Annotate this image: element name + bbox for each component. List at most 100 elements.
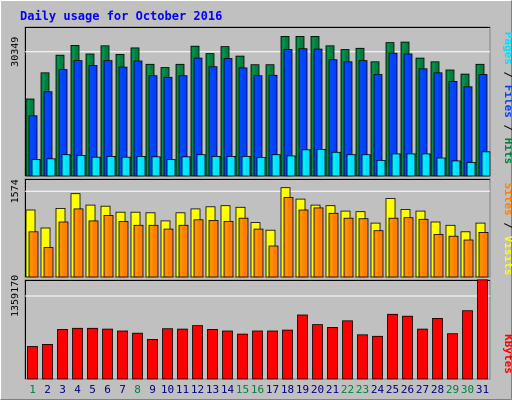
bar-sites-day-19	[298, 209, 309, 278]
bar-highlight-hits-day-15	[237, 57, 240, 175]
bar-highlight-sites-day-25	[390, 219, 393, 276]
panels-layer: 30349 1574 1359170	[10, 26, 491, 380]
bar-pages-day-1	[31, 159, 41, 177]
legend-visits-label: Visits	[502, 236, 512, 276]
day-label-9: 9	[149, 383, 156, 396]
bar-pages-day-7	[121, 156, 131, 177]
bar-sites-day-21	[328, 212, 339, 278]
bar-sites-day-20	[313, 207, 324, 278]
bar-pages-day-9	[151, 156, 161, 177]
bar-sites-day-2	[43, 247, 54, 278]
bar-highlight-files-day-3	[60, 70, 63, 175]
bar-sites-day-25	[388, 217, 399, 278]
bar-highlight-hits-day-9	[147, 65, 150, 176]
day-label-30: 30	[461, 383, 474, 396]
day-label-12: 12	[191, 383, 204, 396]
bar-highlight-pages-day-2	[48, 159, 51, 175]
bar-sites-day-27	[418, 218, 429, 278]
bar-highlight-sites-day-11	[180, 226, 183, 276]
bar-highlight-kbytes-day-26	[404, 317, 406, 378]
bar-highlight-pages-day-14	[228, 157, 231, 175]
bar-pages-day-8	[136, 155, 146, 177]
day-label-16: 16	[251, 383, 264, 396]
bar-highlight-files-day-26	[405, 55, 408, 175]
bar-highlight-hits-day-26	[402, 43, 405, 175]
bar-highlight-kbytes-day-7	[119, 332, 121, 378]
bar-highlight-sites-day-15	[240, 219, 243, 276]
bar-highlight-sites-day-18	[285, 198, 288, 276]
bar-highlight-pages-day-9	[153, 157, 156, 175]
panel-hits-files-pages: 30349	[10, 26, 491, 177]
bar-highlight-pages-day-22	[348, 155, 351, 175]
bar-highlight-sites-day-28	[435, 235, 438, 276]
day-label-1: 1	[29, 383, 36, 396]
bar-highlight-visits-day-29	[447, 226, 450, 276]
bar-pages-day-30	[466, 162, 476, 177]
bar-highlight-visits-day-28	[432, 223, 435, 276]
bar-highlight-sites-day-26	[405, 218, 408, 276]
day-label-27: 27	[416, 383, 429, 396]
day-label-24: 24	[371, 383, 385, 396]
bar-highlight-visits-day-6	[102, 207, 105, 276]
bar-highlight-files-day-5	[90, 66, 93, 175]
bar-highlight-pages-day-16	[258, 158, 261, 175]
bar-highlight-kbytes-day-18	[284, 331, 286, 379]
bar-highlight-sites-day-22	[345, 219, 348, 276]
bar-highlight-pages-day-8	[138, 157, 141, 175]
bar-pages-day-13	[211, 155, 221, 177]
bar-sites-day-1	[28, 231, 39, 278]
bar-highlight-files-day-23	[360, 61, 363, 175]
bar-highlight-files-day-21	[330, 60, 333, 176]
bar-highlight-pages-day-6	[108, 157, 111, 175]
bar-highlight-files-day-15	[240, 68, 243, 175]
bar-highlight-kbytes-day-15	[239, 335, 241, 378]
bar-sites-day-7	[118, 221, 129, 278]
day-label-15: 15	[236, 383, 249, 396]
bar-highlight-kbytes-day-27	[419, 330, 421, 378]
bar-highlight-sites-day-27	[420, 220, 423, 276]
day-label-8: 8	[134, 383, 141, 396]
bar-sites-day-6	[103, 215, 114, 278]
bar-highlight-kbytes-day-22	[344, 321, 346, 378]
bar-highlight-visits-day-15	[237, 208, 240, 276]
bar-highlight-hits-day-10	[162, 68, 165, 175]
chart-title: Daily usage for October 2016	[20, 9, 222, 23]
day-label-19: 19	[296, 383, 309, 396]
bar-highlight-kbytes-day-4	[74, 329, 76, 378]
bar-pages-day-5	[91, 156, 101, 177]
bar-sites-day-26	[403, 217, 414, 278]
bar-highlight-pages-day-1	[33, 160, 36, 175]
bar-highlight-pages-day-30	[468, 163, 471, 175]
bar-highlight-kbytes-day-2	[44, 345, 46, 378]
bar-highlight-files-day-9	[150, 76, 153, 175]
day-label-22: 22	[341, 383, 354, 396]
bar-highlight-pages-day-31	[483, 152, 486, 175]
bar-pages-day-6	[106, 155, 116, 177]
bar-highlight-kbytes-day-1	[29, 347, 31, 378]
bar-kbytes-day-23	[357, 334, 368, 380]
bar-kbytes-day-4	[72, 327, 83, 380]
bar-sites-day-28	[433, 234, 444, 278]
bar-highlight-hits-day-1	[27, 100, 30, 175]
bar-highlight-sites-day-13	[210, 221, 213, 276]
bar-highlight-files-day-2	[45, 92, 48, 175]
bar-highlight-visits-day-10	[162, 221, 165, 276]
bar-kbytes-day-9	[147, 338, 158, 380]
bar-sites-day-10	[163, 228, 174, 278]
bar-pages-day-19	[301, 149, 311, 177]
bar-highlight-hits-day-4	[72, 46, 75, 176]
bar-highlight-pages-day-11	[183, 157, 186, 175]
bar-highlight-kbytes-day-14	[224, 332, 226, 378]
bar-sites-day-31	[478, 231, 489, 278]
bar-pages-day-17	[271, 154, 281, 177]
bar-pages-day-4	[76, 155, 86, 177]
bar-highlight-files-day-25	[390, 54, 393, 176]
bar-highlight-pages-day-29	[453, 161, 456, 175]
bar-kbytes-day-8	[132, 332, 143, 380]
bar-kbytes-day-27	[417, 328, 428, 380]
bar-pages-day-2	[46, 158, 56, 177]
bar-highlight-kbytes-day-6	[104, 330, 106, 378]
bar-highlight-sites-day-9	[150, 226, 153, 276]
bar-highlight-files-day-20	[315, 50, 318, 175]
bar-kbytes-day-25	[387, 313, 398, 380]
